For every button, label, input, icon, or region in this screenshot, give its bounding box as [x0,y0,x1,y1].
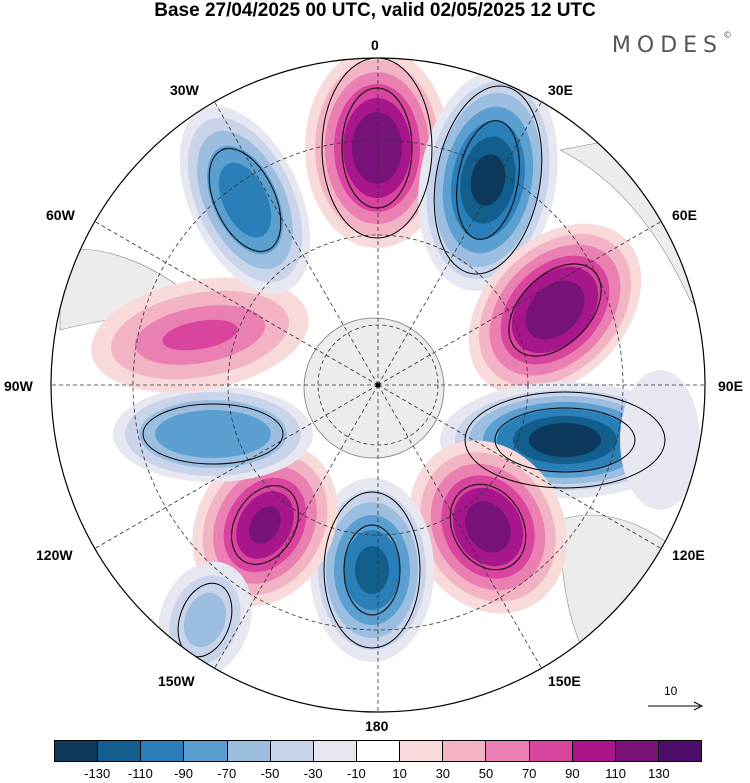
south-pole-marker [375,382,381,388]
colorbar-tick-label: -90 [174,766,193,781]
colorbar [54,740,702,762]
colorbar-tick-label: -10 [346,766,366,781]
colorbar-tick-label: 90 [565,766,580,781]
anomaly-lobe-east [620,370,700,510]
anomaly-field [91,58,700,679]
colorbar-tick-label: 110 [605,766,626,781]
colorbar-cell [658,741,702,761]
anomaly-lobe-60e [468,223,642,397]
colorbar-cell [270,741,314,761]
lon-label-120e: 120E [672,547,705,563]
lon-label-90e: 90E [718,378,743,394]
colorbar-cell [400,741,444,761]
colorbar-cell [486,741,530,761]
colorbar-cell [141,741,185,761]
colorbar-cell [98,741,142,761]
colorbar-tick-label: -30 [303,766,323,781]
anomaly-lobe-0 [305,58,449,248]
lon-label-90w: 90W [4,378,33,394]
map-title: Base 27/04/2025 00 UTC, valid 02/05/2025… [154,0,596,21]
anomaly-lobe-100w [113,386,313,482]
colorbar-cell [443,741,487,761]
vector-scale-value: 10 [664,684,678,698]
colorbar-tick-label: 30 [435,766,451,781]
antarctica [303,317,445,459]
colorbar-cell [529,741,573,761]
colorbar-cell [615,741,659,761]
colorbar-tick-label: 130 [647,766,670,781]
anomaly-lobe-130w [192,443,338,607]
colorbar-cell [227,741,271,761]
graticule [51,58,705,712]
colorbar-tick-label: -110 [127,766,153,781]
colorbar-tick-label: -50 [260,766,280,781]
lon-label-30e: 30E [548,82,573,98]
colorbar-tick-label: 70 [521,766,537,781]
vector-scale-arrow [648,701,704,711]
anomaly-lobe-140e [408,440,568,614]
lon-label-0: 0 [371,37,379,53]
colorbar-cell [572,741,616,761]
colorbar-cell [356,741,401,761]
colorbar-cell [313,741,357,761]
colorbar-tick-label: -70 [217,766,237,781]
colorbar-tick-label: 10 [392,766,407,781]
lon-label-180: 180 [365,718,389,734]
lon-label-150e: 150E [548,673,581,689]
modes-logo: MODES© [611,31,732,58]
polar-map [50,57,706,713]
colorbar-cell [55,741,99,761]
lon-label-120w: 120W [36,547,73,563]
lon-label-60w: 60W [46,207,75,223]
map-border [50,57,706,713]
colorbar-tick-label: -130 [84,766,111,781]
lon-label-30w: 30W [170,82,199,98]
brand-mark: © [723,31,732,41]
brand-name: MODES [611,33,723,58]
colorbar-tick-labels: -130 -110 -90 -70 -50 -30 -10 10 30 50 70 90 110 130 [54,766,702,782]
lon-label-150w: 150W [158,673,195,689]
colorbar-tick-label: 50 [478,766,494,781]
colorbar-cell [184,741,228,761]
lon-label-60e: 60E [672,207,697,223]
anomaly-lobe-180 [310,478,434,662]
